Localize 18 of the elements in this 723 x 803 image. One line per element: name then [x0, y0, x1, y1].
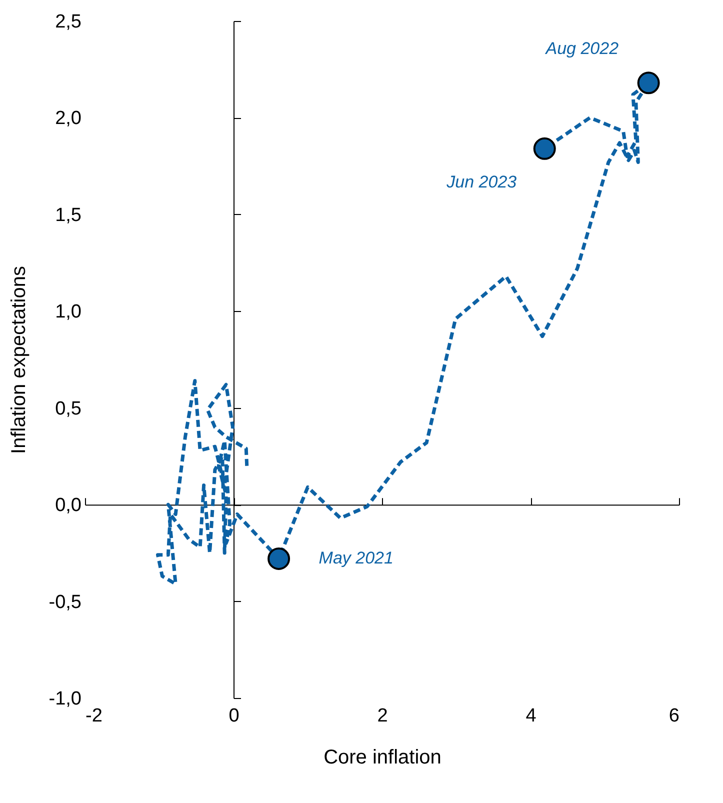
y-tick-label: -1,0 [48, 688, 82, 710]
annotation: Jun 2023 [446, 172, 518, 192]
y-tick-label: 0,0 [55, 495, 82, 516]
annotation: May 2021 [318, 548, 394, 568]
y-axis-title: Inflation expectations [8, 266, 30, 454]
y-tick-label: 2,0 [55, 108, 82, 130]
y-tick-label: 2,5 [55, 12, 82, 32]
y-tick-label: 1,5 [55, 204, 82, 226]
y-tick-label: -0,5 [48, 592, 82, 613]
x-tick-label: 4 [526, 706, 537, 726]
x-tick-label: 6 [668, 706, 680, 726]
x-tick-label: 0 [228, 706, 240, 726]
annotation: Aug 2022 [544, 38, 620, 58]
x-tick-label: -2 [86, 706, 102, 726]
y-tick-label: 0,5 [55, 398, 82, 420]
x-axis-title: Core inflation [324, 746, 442, 768]
y-tick-label: 1,0 [55, 302, 82, 323]
x-tick-label: 2 [377, 706, 388, 726]
